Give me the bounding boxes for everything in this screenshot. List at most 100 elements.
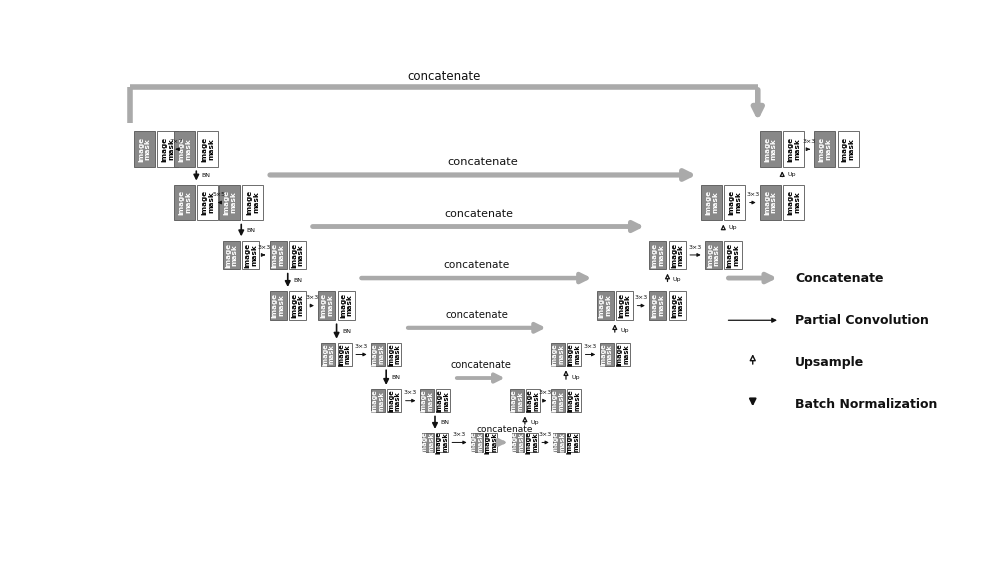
- Text: image
mask: image mask: [202, 190, 214, 215]
- Text: image
mask: image mask: [291, 293, 304, 318]
- Text: image
mask: image mask: [272, 293, 284, 318]
- Text: image
mask: image mask: [600, 343, 613, 366]
- FancyBboxPatch shape: [669, 291, 686, 320]
- Text: image
mask: image mask: [512, 431, 524, 454]
- FancyBboxPatch shape: [134, 132, 155, 167]
- FancyBboxPatch shape: [157, 132, 178, 167]
- Text: image
mask: image mask: [245, 242, 257, 268]
- FancyBboxPatch shape: [371, 343, 385, 366]
- FancyBboxPatch shape: [724, 185, 745, 220]
- Text: image
mask: image mask: [764, 137, 777, 162]
- Text: image
mask: image mask: [729, 190, 741, 215]
- Text: image
mask: image mask: [652, 293, 664, 318]
- Text: image
mask: image mask: [421, 389, 433, 412]
- Text: image
mask: image mask: [599, 293, 611, 318]
- FancyBboxPatch shape: [597, 291, 614, 320]
- Text: image
mask: image mask: [568, 389, 580, 412]
- Text: image
mask: image mask: [247, 190, 259, 215]
- Text: Upsample: Upsample: [795, 356, 865, 369]
- Text: image
mask: image mask: [652, 242, 664, 268]
- Text: Up: Up: [673, 277, 681, 282]
- Text: BN: BN: [342, 329, 351, 334]
- Text: BN: BN: [202, 173, 211, 178]
- FancyBboxPatch shape: [616, 343, 630, 366]
- Text: image
mask: image mask: [422, 431, 434, 454]
- Text: 3×3: 3×3: [306, 295, 319, 300]
- FancyBboxPatch shape: [219, 185, 240, 220]
- Text: image
mask: image mask: [291, 242, 304, 268]
- Text: BN: BN: [440, 420, 449, 425]
- FancyBboxPatch shape: [526, 389, 540, 412]
- Text: Up: Up: [571, 375, 580, 380]
- Text: concatenate: concatenate: [450, 360, 511, 370]
- Text: Up: Up: [729, 225, 737, 230]
- Text: image
mask: image mask: [788, 137, 800, 162]
- Text: Batch Normalization: Batch Normalization: [795, 398, 938, 411]
- FancyBboxPatch shape: [321, 343, 335, 366]
- FancyBboxPatch shape: [485, 433, 497, 452]
- Text: BN: BN: [247, 228, 256, 233]
- FancyBboxPatch shape: [223, 241, 240, 269]
- Text: image
mask: image mask: [764, 190, 777, 215]
- FancyBboxPatch shape: [649, 291, 666, 320]
- FancyBboxPatch shape: [760, 132, 781, 167]
- Text: Up: Up: [530, 419, 539, 425]
- Text: 3×3: 3×3: [584, 344, 597, 349]
- Text: Concatenate: Concatenate: [795, 272, 884, 284]
- Text: 3×3: 3×3: [539, 391, 552, 395]
- Text: BN: BN: [293, 278, 302, 283]
- FancyBboxPatch shape: [838, 132, 859, 167]
- FancyBboxPatch shape: [669, 241, 686, 269]
- FancyBboxPatch shape: [783, 185, 804, 220]
- FancyBboxPatch shape: [701, 185, 722, 220]
- FancyBboxPatch shape: [600, 343, 614, 366]
- FancyBboxPatch shape: [551, 343, 565, 366]
- FancyBboxPatch shape: [436, 389, 450, 412]
- Text: image
mask: image mask: [671, 293, 683, 318]
- FancyBboxPatch shape: [760, 185, 781, 220]
- Text: 3×3: 3×3: [258, 245, 271, 250]
- Text: image
mask: image mask: [322, 343, 335, 366]
- Text: image
mask: image mask: [553, 431, 565, 454]
- Text: concatenate: concatenate: [443, 260, 510, 270]
- Text: image
mask: image mask: [618, 293, 631, 318]
- Text: image
mask: image mask: [138, 137, 151, 162]
- Text: image
mask: image mask: [388, 389, 401, 412]
- FancyBboxPatch shape: [616, 291, 633, 320]
- Text: image
mask: image mask: [272, 242, 284, 268]
- Text: concatenate: concatenate: [444, 208, 513, 219]
- FancyBboxPatch shape: [553, 433, 565, 452]
- Text: 3×3: 3×3: [689, 245, 702, 250]
- FancyBboxPatch shape: [289, 291, 306, 320]
- FancyBboxPatch shape: [724, 241, 742, 269]
- FancyBboxPatch shape: [371, 389, 385, 412]
- Text: image
mask: image mask: [842, 137, 854, 162]
- FancyBboxPatch shape: [420, 389, 434, 412]
- Text: image
mask: image mask: [527, 389, 539, 412]
- FancyBboxPatch shape: [270, 241, 287, 269]
- Text: 3×3: 3×3: [539, 432, 552, 437]
- Text: concatenate: concatenate: [448, 157, 518, 167]
- Text: image
mask: image mask: [225, 242, 238, 268]
- Text: image
mask: image mask: [552, 343, 564, 366]
- FancyBboxPatch shape: [197, 132, 218, 167]
- FancyBboxPatch shape: [551, 389, 565, 412]
- Text: image
mask: image mask: [178, 137, 191, 162]
- Text: image
mask: image mask: [471, 431, 483, 454]
- FancyBboxPatch shape: [814, 132, 835, 167]
- FancyBboxPatch shape: [174, 185, 195, 220]
- FancyBboxPatch shape: [270, 291, 287, 320]
- FancyBboxPatch shape: [338, 291, 355, 320]
- Text: image
mask: image mask: [485, 431, 497, 454]
- FancyBboxPatch shape: [512, 433, 524, 452]
- Text: 3×3: 3×3: [404, 391, 417, 395]
- Text: image
mask: image mask: [568, 343, 580, 366]
- Text: image
mask: image mask: [526, 431, 538, 454]
- Text: image
mask: image mask: [202, 137, 214, 162]
- FancyBboxPatch shape: [197, 185, 218, 220]
- FancyBboxPatch shape: [242, 241, 259, 269]
- Text: Up: Up: [620, 328, 629, 333]
- Text: image
mask: image mask: [223, 190, 236, 215]
- Text: image
mask: image mask: [819, 137, 831, 162]
- Text: concatenate: concatenate: [476, 425, 533, 434]
